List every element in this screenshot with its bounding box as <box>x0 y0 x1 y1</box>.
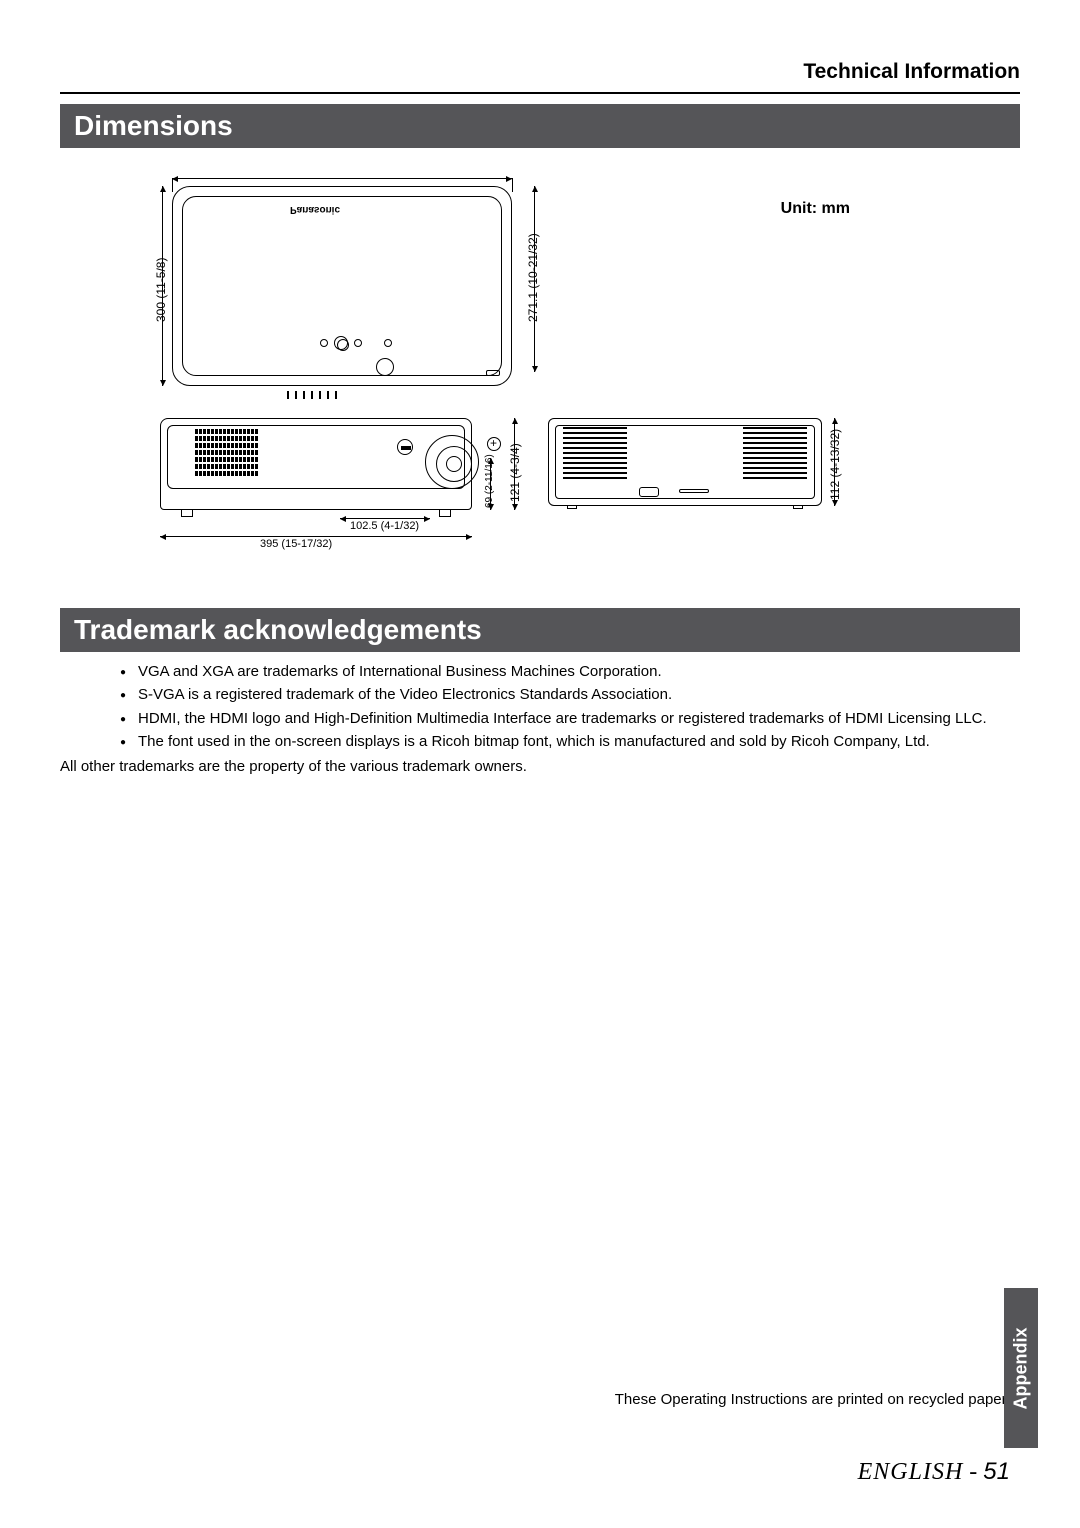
dim-height-label: 300 (11-5/8) <box>154 258 168 322</box>
header-divider <box>60 92 1020 94</box>
appendix-tab: Appendix <box>1004 1288 1038 1448</box>
dimensions-diagram: Unit: mm Panasonic 300 (11-5/8) 271.1 (1… <box>60 158 1020 598</box>
section-trademarks-title: Trademark acknowledgements <box>60 608 1020 652</box>
trademark-item: The font used in the on-screen displays … <box>120 732 1020 752</box>
recycled-note: These Operating Instructions are printed… <box>615 1391 1010 1408</box>
footer-page: 51 <box>983 1458 1010 1485</box>
brand-logo: Panasonic <box>290 204 340 215</box>
appendix-label: Appendix <box>1011 1327 1032 1409</box>
section-dimensions-title: Dimensions <box>60 104 1020 148</box>
dim-side-height: 112 (4-13/32) <box>828 429 842 500</box>
dim-lens-offset: 102.5 (4-1/32) <box>350 520 419 532</box>
trademark-list: VGA and XGA are trademarks of Internatio… <box>120 662 1020 752</box>
dim-depth-label: 271.1 (10-21/32) <box>526 233 540 322</box>
footer-sep: - <box>963 1459 983 1485</box>
dim-front-height: 121 (4-3/4) <box>508 443 522 502</box>
trademark-item: HDMI, the HDMI logo and High-Definition … <box>120 709 1020 729</box>
projector-side-outline <box>548 418 822 506</box>
unit-label: Unit: mm <box>781 200 850 218</box>
projector-front-outline <box>160 418 472 510</box>
trademark-item: S-VGA is a registered trademark of the V… <box>120 685 1020 705</box>
footer-lang: ENGLISH <box>858 1459 964 1485</box>
trademark-item: VGA and XGA are trademarks of Internatio… <box>120 662 1020 682</box>
page-header: Technical Information <box>60 60 1020 84</box>
dim-width-label: 395 (15-17/32) <box>260 538 332 550</box>
page-footer: ENGLISH - 51 <box>858 1458 1010 1486</box>
trademark-footnote: All other trademarks are the property of… <box>60 758 1020 775</box>
dim-partial-h: 69 (2-11/16) <box>484 454 495 508</box>
